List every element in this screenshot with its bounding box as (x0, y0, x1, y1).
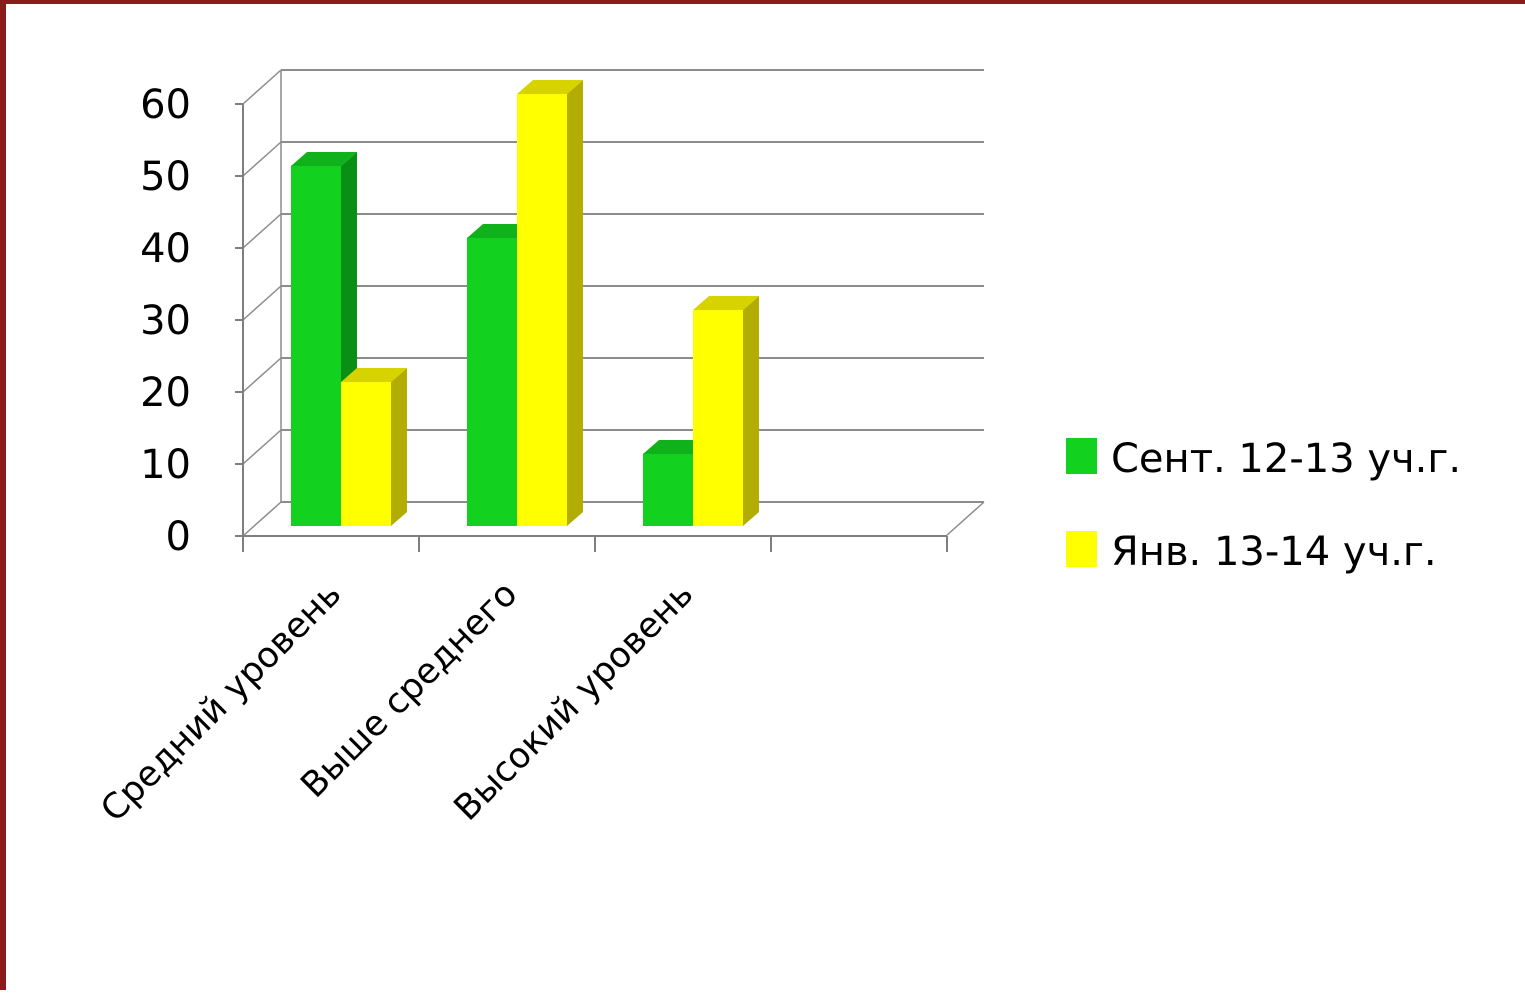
floor-edge (945, 501, 985, 537)
gridline-side (242, 429, 282, 465)
bar-side (743, 296, 759, 526)
bar (517, 94, 567, 526)
y-tick-label: 0 (166, 514, 191, 560)
gridline-side (242, 285, 282, 321)
y-tick-label: 40 (140, 226, 191, 272)
bar (291, 166, 341, 526)
legend-label: Сент. 12-13 уч.г. (1111, 436, 1461, 482)
bar-top (467, 224, 533, 238)
y-tick-label: 20 (140, 370, 191, 416)
y-tick-label: 30 (140, 298, 191, 344)
bar (341, 382, 391, 526)
legend-swatch (1066, 531, 1097, 567)
gridline-side (242, 69, 282, 105)
gridline-side (242, 141, 282, 177)
bar-top (341, 368, 407, 382)
y-tick-label: 10 (140, 442, 191, 488)
legend-label: Янв. 13-14 уч.г. (1111, 529, 1437, 575)
legend-swatch (1066, 438, 1097, 474)
gridline-side (242, 213, 282, 249)
bar-top (643, 440, 709, 454)
bar-top (517, 80, 583, 94)
bar (693, 310, 743, 526)
bar (643, 454, 693, 526)
bar-top (693, 296, 759, 310)
y-tick-label: 60 (140, 82, 191, 128)
bar-top (291, 152, 357, 166)
bar-side (391, 368, 407, 526)
bar-side (567, 80, 583, 526)
y-tick-label: 50 (140, 154, 191, 200)
gridline-side (242, 357, 282, 393)
gridline-side (242, 501, 282, 537)
bar (467, 238, 517, 526)
